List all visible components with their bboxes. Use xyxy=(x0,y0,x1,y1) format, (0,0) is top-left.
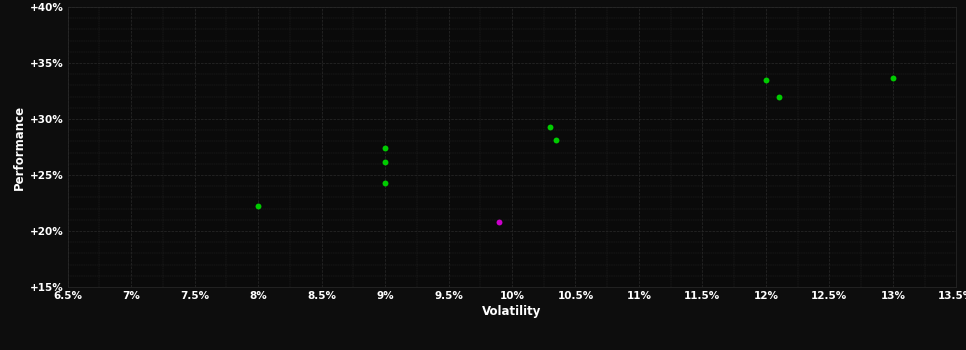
Point xyxy=(542,124,557,130)
Point xyxy=(378,159,393,164)
X-axis label: Volatility: Volatility xyxy=(482,305,542,318)
Point xyxy=(492,219,507,225)
Point xyxy=(758,77,774,83)
Point xyxy=(378,145,393,151)
Point xyxy=(549,138,564,143)
Point xyxy=(885,75,900,80)
Y-axis label: Performance: Performance xyxy=(13,104,25,190)
Point xyxy=(771,94,786,99)
Point xyxy=(378,180,393,186)
Point xyxy=(250,204,266,209)
